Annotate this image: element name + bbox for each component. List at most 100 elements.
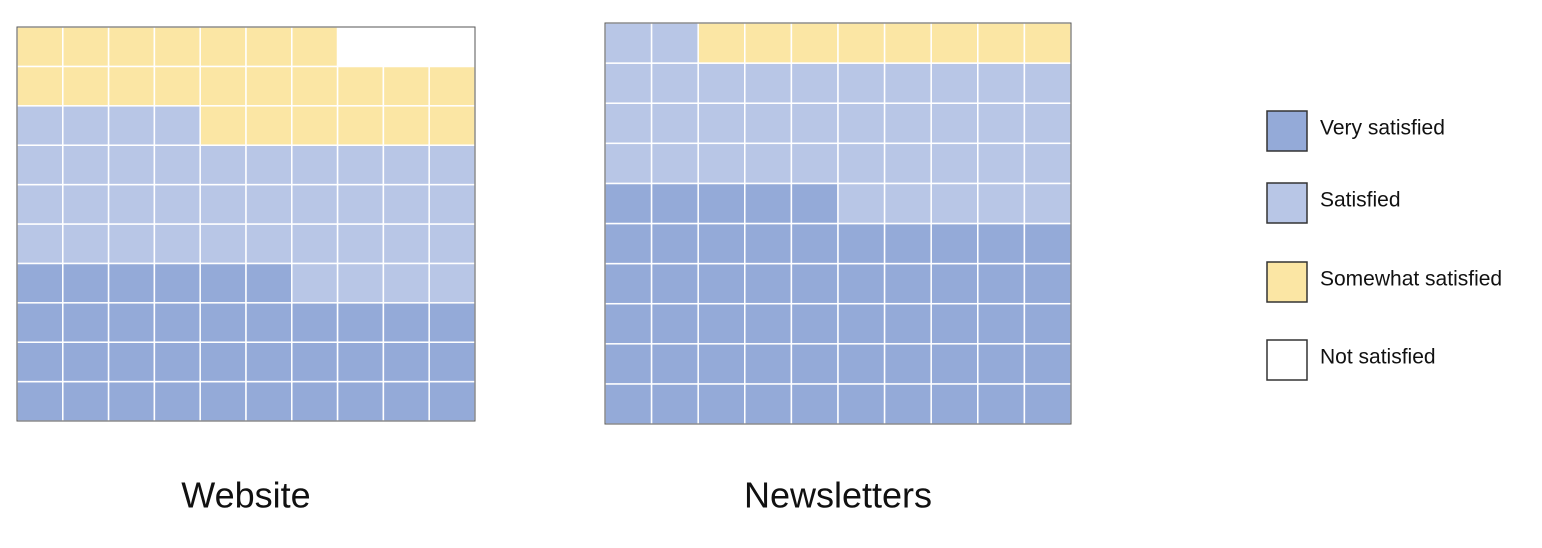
waffle-cell [790, 182, 839, 225]
legend-swatch [1266, 261, 1308, 303]
waffle-cell [428, 302, 476, 343]
waffle-cell [16, 183, 64, 225]
waffle-cell [837, 262, 886, 305]
waffle-cell [245, 380, 293, 422]
waffle-cell [837, 62, 886, 104]
waffle-cell [604, 302, 653, 345]
waffle-cell [1023, 102, 1072, 145]
waffle-cell [16, 302, 64, 343]
waffle-cell [1023, 343, 1072, 385]
waffle-cell [837, 222, 886, 265]
waffle-cell [790, 102, 839, 145]
waffle-cell [107, 26, 156, 68]
waffle-cell [245, 65, 293, 107]
waffle-cell [199, 26, 247, 68]
waffle-cell [790, 22, 839, 64]
waffle-cell [336, 341, 385, 383]
waffle-cell [930, 222, 979, 265]
waffle-cell [336, 262, 385, 304]
waffle-cell [697, 383, 746, 425]
waffle-cell [382, 65, 430, 107]
waffle-cell [382, 262, 430, 304]
waffle-cell [62, 262, 110, 304]
waffle-cell [790, 222, 839, 265]
waffle-cell [650, 62, 699, 104]
waffle-cell [744, 62, 793, 104]
waffle-cell [930, 302, 979, 345]
waffle-cell [428, 262, 476, 304]
waffle-cell [62, 223, 110, 265]
waffle-cell [107, 302, 156, 343]
waffle-cell [382, 223, 430, 265]
waffle-cell [883, 182, 932, 225]
legend-label: Satisfied [1320, 189, 1401, 212]
legend-label: Somewhat satisfied [1320, 268, 1502, 291]
waffle-cell [1023, 62, 1072, 104]
waffle-cell [153, 302, 201, 343]
waffle-cell [697, 222, 746, 265]
waffle-cell [930, 182, 979, 225]
waffle-cell [199, 262, 247, 304]
waffle-cell [62, 341, 110, 383]
waffle-cell [291, 65, 339, 107]
waffle-cell [153, 223, 201, 265]
waffle-cell [336, 144, 385, 186]
waffle-cell [650, 262, 699, 305]
waffle-cell [650, 102, 699, 145]
waffle-cell [977, 62, 1026, 104]
waffle-cell [16, 341, 64, 383]
waffle-cell [883, 383, 932, 425]
waffle-cell [883, 302, 932, 345]
waffle-cell [428, 65, 476, 107]
waffle-cell [62, 302, 110, 343]
waffle-cell [107, 105, 156, 146]
waffle-cell [62, 105, 110, 146]
waffle-cell [930, 262, 979, 305]
waffle-cell [744, 142, 793, 185]
waffle-cell [977, 142, 1026, 185]
waffle-cell [883, 262, 932, 305]
waffle-cell [291, 183, 339, 225]
waffle-cell [837, 22, 886, 64]
waffle-cell [604, 343, 653, 385]
waffle-cell [604, 383, 653, 425]
waffle-cell [604, 262, 653, 305]
waffle-cell [107, 262, 156, 304]
waffle-cell [930, 62, 979, 104]
waffle-cell [336, 65, 385, 107]
waffle-cell [1023, 182, 1072, 225]
waffle-cell [291, 302, 339, 343]
waffle-cell [199, 105, 247, 146]
waffle-cell [697, 102, 746, 145]
waffle-cell [428, 380, 476, 422]
waffle-cell [837, 343, 886, 385]
waffle-cell [977, 182, 1026, 225]
waffle-cell [883, 142, 932, 185]
waffle-cell [744, 383, 793, 425]
waffle-cell [837, 182, 886, 225]
waffle-cell [62, 65, 110, 107]
waffle-cell [336, 302, 385, 343]
legend-swatch [1266, 339, 1308, 381]
waffle-cell [428, 26, 476, 68]
waffle-cell [744, 182, 793, 225]
waffle-cell [16, 223, 64, 265]
waffle-cell [977, 383, 1026, 425]
waffle-cell [382, 144, 430, 186]
waffle-cell [697, 22, 746, 64]
waffle-cell [199, 144, 247, 186]
waffle-cell [153, 144, 201, 186]
legend-label: Very satisfied [1320, 117, 1445, 140]
waffle-cell [883, 222, 932, 265]
waffle-cell [16, 105, 64, 146]
waffle-cell [604, 142, 653, 185]
waffle-cell [336, 223, 385, 265]
waffle-cell [107, 341, 156, 383]
waffle-label: Website [181, 475, 310, 516]
waffle-cell [291, 223, 339, 265]
waffle-cell [1023, 262, 1072, 305]
waffle-cell [336, 26, 385, 68]
waffle-cell [16, 144, 64, 186]
waffle-cell [107, 65, 156, 107]
waffle-border [604, 22, 1072, 425]
